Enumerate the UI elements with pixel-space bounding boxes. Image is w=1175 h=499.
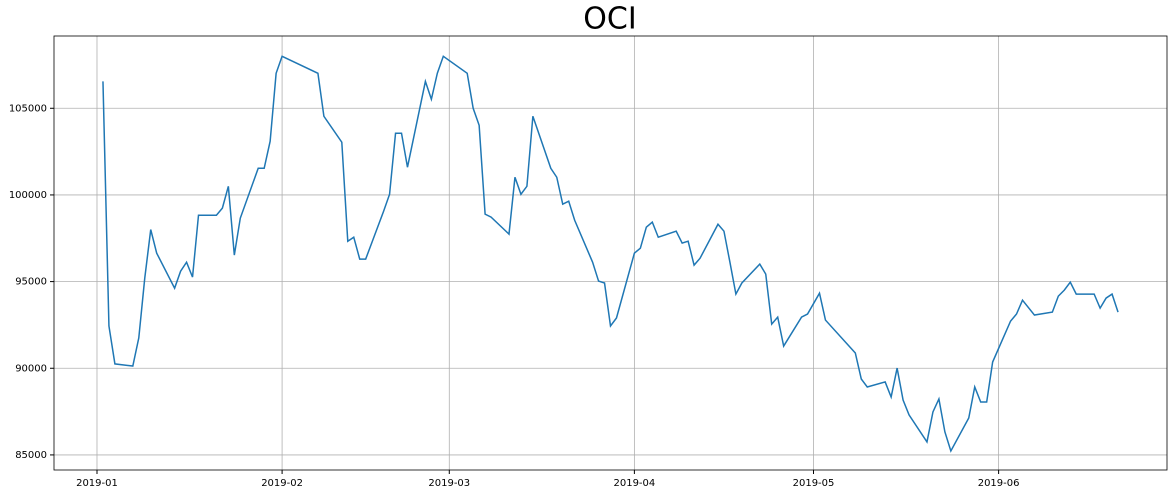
x-tick-label: 2019-01 bbox=[76, 478, 118, 489]
x-tick-label: 2019-02 bbox=[261, 478, 303, 489]
y-tick-label: 105000 bbox=[9, 103, 47, 114]
x-tick-label: 2019-04 bbox=[613, 478, 655, 489]
x-tick-label: 2019-05 bbox=[793, 478, 835, 489]
y-tick-label: 95000 bbox=[15, 277, 47, 288]
x-tick-label: 2019-03 bbox=[428, 478, 470, 489]
data-line bbox=[102, 55, 1119, 453]
x-tick-label: 2019-06 bbox=[978, 478, 1020, 489]
chart-title: OCI bbox=[583, 2, 636, 37]
plot-frame bbox=[53, 35, 1168, 471]
y-tick-label: 85000 bbox=[15, 450, 47, 461]
y-tick-label: 100000 bbox=[9, 190, 47, 201]
y-tick-label: 90000 bbox=[15, 363, 47, 374]
